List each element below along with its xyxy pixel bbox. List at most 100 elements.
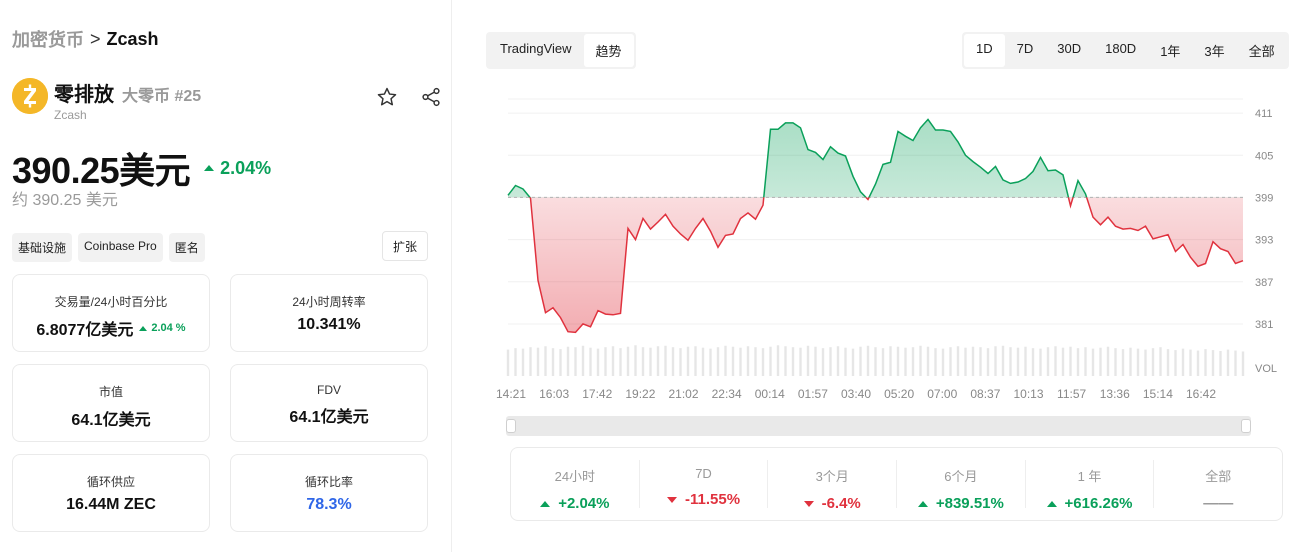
volume-bar	[889, 346, 892, 376]
volume-bar	[926, 346, 930, 376]
tag-list: 基础设施 Coinbase Pro 匿名	[12, 233, 205, 262]
time-range-switch: 1D 7D 30D 180D 1年 3年 全部	[962, 32, 1289, 69]
volume-bar	[716, 347, 720, 376]
volume-bar	[1189, 349, 1192, 376]
stat-value: 64.1亿美元	[289, 409, 369, 426]
x-tick-label: 19:22	[625, 387, 655, 401]
coin-info-panel: 加密货币 > Zcash 零排放 大零币 #25 Zcash	[0, 0, 452, 552]
breadcrumb: 加密货币 > Zcash	[12, 26, 159, 52]
chart-range-scrollbar[interactable]	[506, 416, 1251, 436]
volume-bar	[1046, 347, 1050, 376]
range-30d[interactable]: 30D	[1057, 41, 1082, 56]
volume-bar	[1076, 348, 1080, 376]
volume-bar	[784, 346, 787, 376]
coin-rank: 大零币 #25	[122, 88, 202, 105]
x-tick-label: 15:14	[1143, 387, 1173, 401]
range-all[interactable]: 全部	[1248, 44, 1275, 59]
range-1y[interactable]: 1年	[1160, 44, 1181, 59]
volume-bar	[896, 346, 900, 376]
stat-label: 循环供应	[86, 475, 135, 489]
volume-bar	[829, 347, 832, 376]
volume-bar	[911, 347, 915, 376]
y-tick-label: 411	[1255, 108, 1273, 120]
volume-bar	[1196, 350, 1200, 376]
range-1d[interactable]: 1D	[964, 34, 1005, 67]
volume-bar	[821, 348, 825, 376]
volume-bar	[671, 347, 675, 376]
arrow-down-icon	[666, 496, 677, 503]
y-tick-label: 387	[1255, 277, 1273, 289]
coin-symbol: Zcash	[54, 108, 87, 122]
breadcrumb-crypto-link[interactable]: 加密货币	[12, 30, 84, 50]
perf-label: 3个月	[815, 469, 849, 484]
x-tick-label: 11:57	[1057, 387, 1086, 401]
volume-bar	[754, 347, 757, 376]
volume-bar	[634, 345, 637, 376]
x-tick-label: 13:36	[1100, 387, 1130, 401]
perf-3m: 3个月 -6.4%	[768, 460, 898, 512]
volume-bar	[731, 346, 735, 376]
perf-value: +839.51%	[935, 495, 1004, 512]
tag-anonymous[interactable]: 匿名	[168, 233, 205, 262]
perf-label: 6个月	[944, 469, 978, 484]
stat-fdv: FDV 64.1亿美元	[230, 364, 428, 442]
scroll-handle-left[interactable]	[506, 419, 516, 433]
volume-bar	[866, 345, 870, 376]
volume-bar	[694, 346, 697, 376]
stat-label: FDV	[317, 383, 341, 397]
scroll-handle-right[interactable]	[1241, 419, 1251, 433]
tag-infrastructure[interactable]: 基础设施	[12, 233, 73, 262]
price-line-down	[528, 197, 1244, 334]
volume-bar	[1241, 351, 1245, 376]
chart-panel: TradingView 趋势 1D 7D 30D 180D 1年 3年 全部 4…	[453, 0, 1316, 552]
star-icon[interactable]	[376, 86, 398, 108]
tab-trend[interactable]: 趋势	[583, 34, 634, 67]
range-7d[interactable]: 7D	[1016, 41, 1034, 56]
stat-value: 78.3%	[306, 496, 352, 513]
perf-value: +616.26%	[1064, 495, 1133, 512]
volume-bar	[1054, 346, 1057, 376]
x-tick-label: 01:57	[798, 387, 828, 401]
range-3y[interactable]: 3年	[1204, 44, 1225, 59]
volume-bar	[611, 346, 615, 376]
perf-7d: 7D -11.55%	[640, 460, 769, 508]
chart-view-switch: TradingView 趋势	[486, 32, 636, 69]
volume-bar	[1091, 348, 1095, 376]
tag-coinbase-pro[interactable]: Coinbase Pro	[78, 233, 163, 262]
volume-bar	[941, 348, 945, 376]
stat-circulating-supply: 循环供应 16.44M ZEC	[12, 454, 210, 532]
perf-all: 全部 ——	[1154, 460, 1282, 512]
perf-value: ——	[1203, 495, 1234, 512]
volume-change-value: 2.04 %	[151, 322, 186, 334]
volume-bar	[769, 346, 772, 376]
volume-bar	[679, 348, 682, 376]
volume-bar	[1084, 347, 1087, 376]
volume-bar	[1144, 349, 1147, 376]
x-tick-label: 16:42	[1186, 387, 1216, 401]
expand-button[interactable]: 扩张	[382, 231, 428, 261]
stat-label: 24小时周转率	[292, 295, 366, 309]
volume-bar	[1181, 348, 1185, 376]
stat-label: 交易量/24小时百分比	[54, 295, 168, 309]
volume-bar	[506, 349, 510, 376]
volume-bar	[844, 347, 847, 376]
volume-bar	[521, 348, 525, 376]
volume-bar	[701, 347, 705, 376]
volume-bar	[559, 349, 562, 376]
range-180d[interactable]: 180D	[1105, 41, 1137, 56]
price-chart[interactable]: 411 405 399 393 387 381 14:21 16:03 17:42 19:22 2…	[453, 0, 1316, 410]
volume-bar	[919, 345, 922, 376]
volume-bar	[1069, 346, 1072, 376]
tab-tradingview[interactable]: TradingView	[488, 34, 584, 67]
breadcrumb-separator: >	[90, 28, 101, 49]
volume-bar	[581, 345, 585, 376]
volume-bar	[1211, 350, 1215, 376]
volume-bar	[649, 347, 652, 376]
stat-label: 市值	[98, 385, 123, 399]
volume-bar	[836, 346, 840, 376]
share-icon[interactable]	[420, 86, 442, 108]
x-tick-label: 07:00	[927, 387, 957, 401]
volume-bar	[971, 346, 975, 376]
perf-label: 24小时	[554, 469, 596, 484]
arrow-up-icon	[917, 500, 928, 507]
